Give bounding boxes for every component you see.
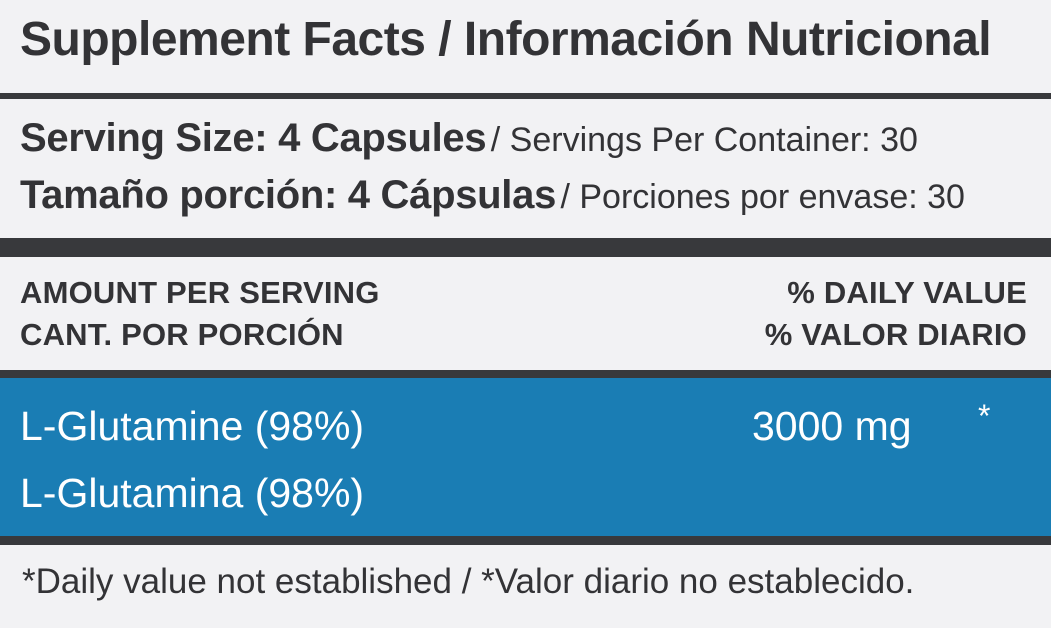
title-divider bbox=[0, 93, 1051, 99]
ingredient-daily-value: * bbox=[978, 398, 991, 434]
servings-per-container-spanish: / Porciones por envase: 30 bbox=[560, 178, 965, 216]
footnote: *Daily value not established / *Valor di… bbox=[22, 562, 915, 601]
daily-value-header-spanish: % VALOR DIARIO bbox=[764, 317, 1027, 352]
ingredient-name-spanish: L-Glutamina (98%) bbox=[20, 470, 365, 516]
serving-divider bbox=[0, 238, 1051, 257]
serving-info-spanish: Tamaño porción: 4 Cápsulas / Porciones p… bbox=[20, 173, 965, 218]
amount-per-serving-header: AMOUNT PER SERVING bbox=[20, 275, 380, 310]
serving-info-english: Serving Size: 4 Capsules / Servings Per … bbox=[20, 116, 918, 161]
bottom-divider bbox=[0, 536, 1051, 545]
ingredient-row: L-Glutamine (98%) L-Glutamina (98%) 3000… bbox=[0, 378, 1051, 536]
ingredient-amount: 3000 mg bbox=[752, 403, 912, 449]
daily-value-header: % DAILY VALUE bbox=[787, 275, 1027, 310]
ingredient-name-english: L-Glutamine (98%) bbox=[20, 403, 365, 449]
amount-per-serving-header-spanish: CANT. POR PORCIÓN bbox=[20, 317, 344, 352]
serving-size-spanish: Tamaño porción: 4 Cápsulas bbox=[20, 173, 557, 217]
serving-size-english: Serving Size: 4 Capsules bbox=[20, 116, 487, 160]
header-divider bbox=[0, 370, 1051, 380]
label-title: Supplement Facts / Información Nutricion… bbox=[20, 13, 992, 66]
servings-per-container-english: / Servings Per Container: 30 bbox=[490, 121, 918, 159]
